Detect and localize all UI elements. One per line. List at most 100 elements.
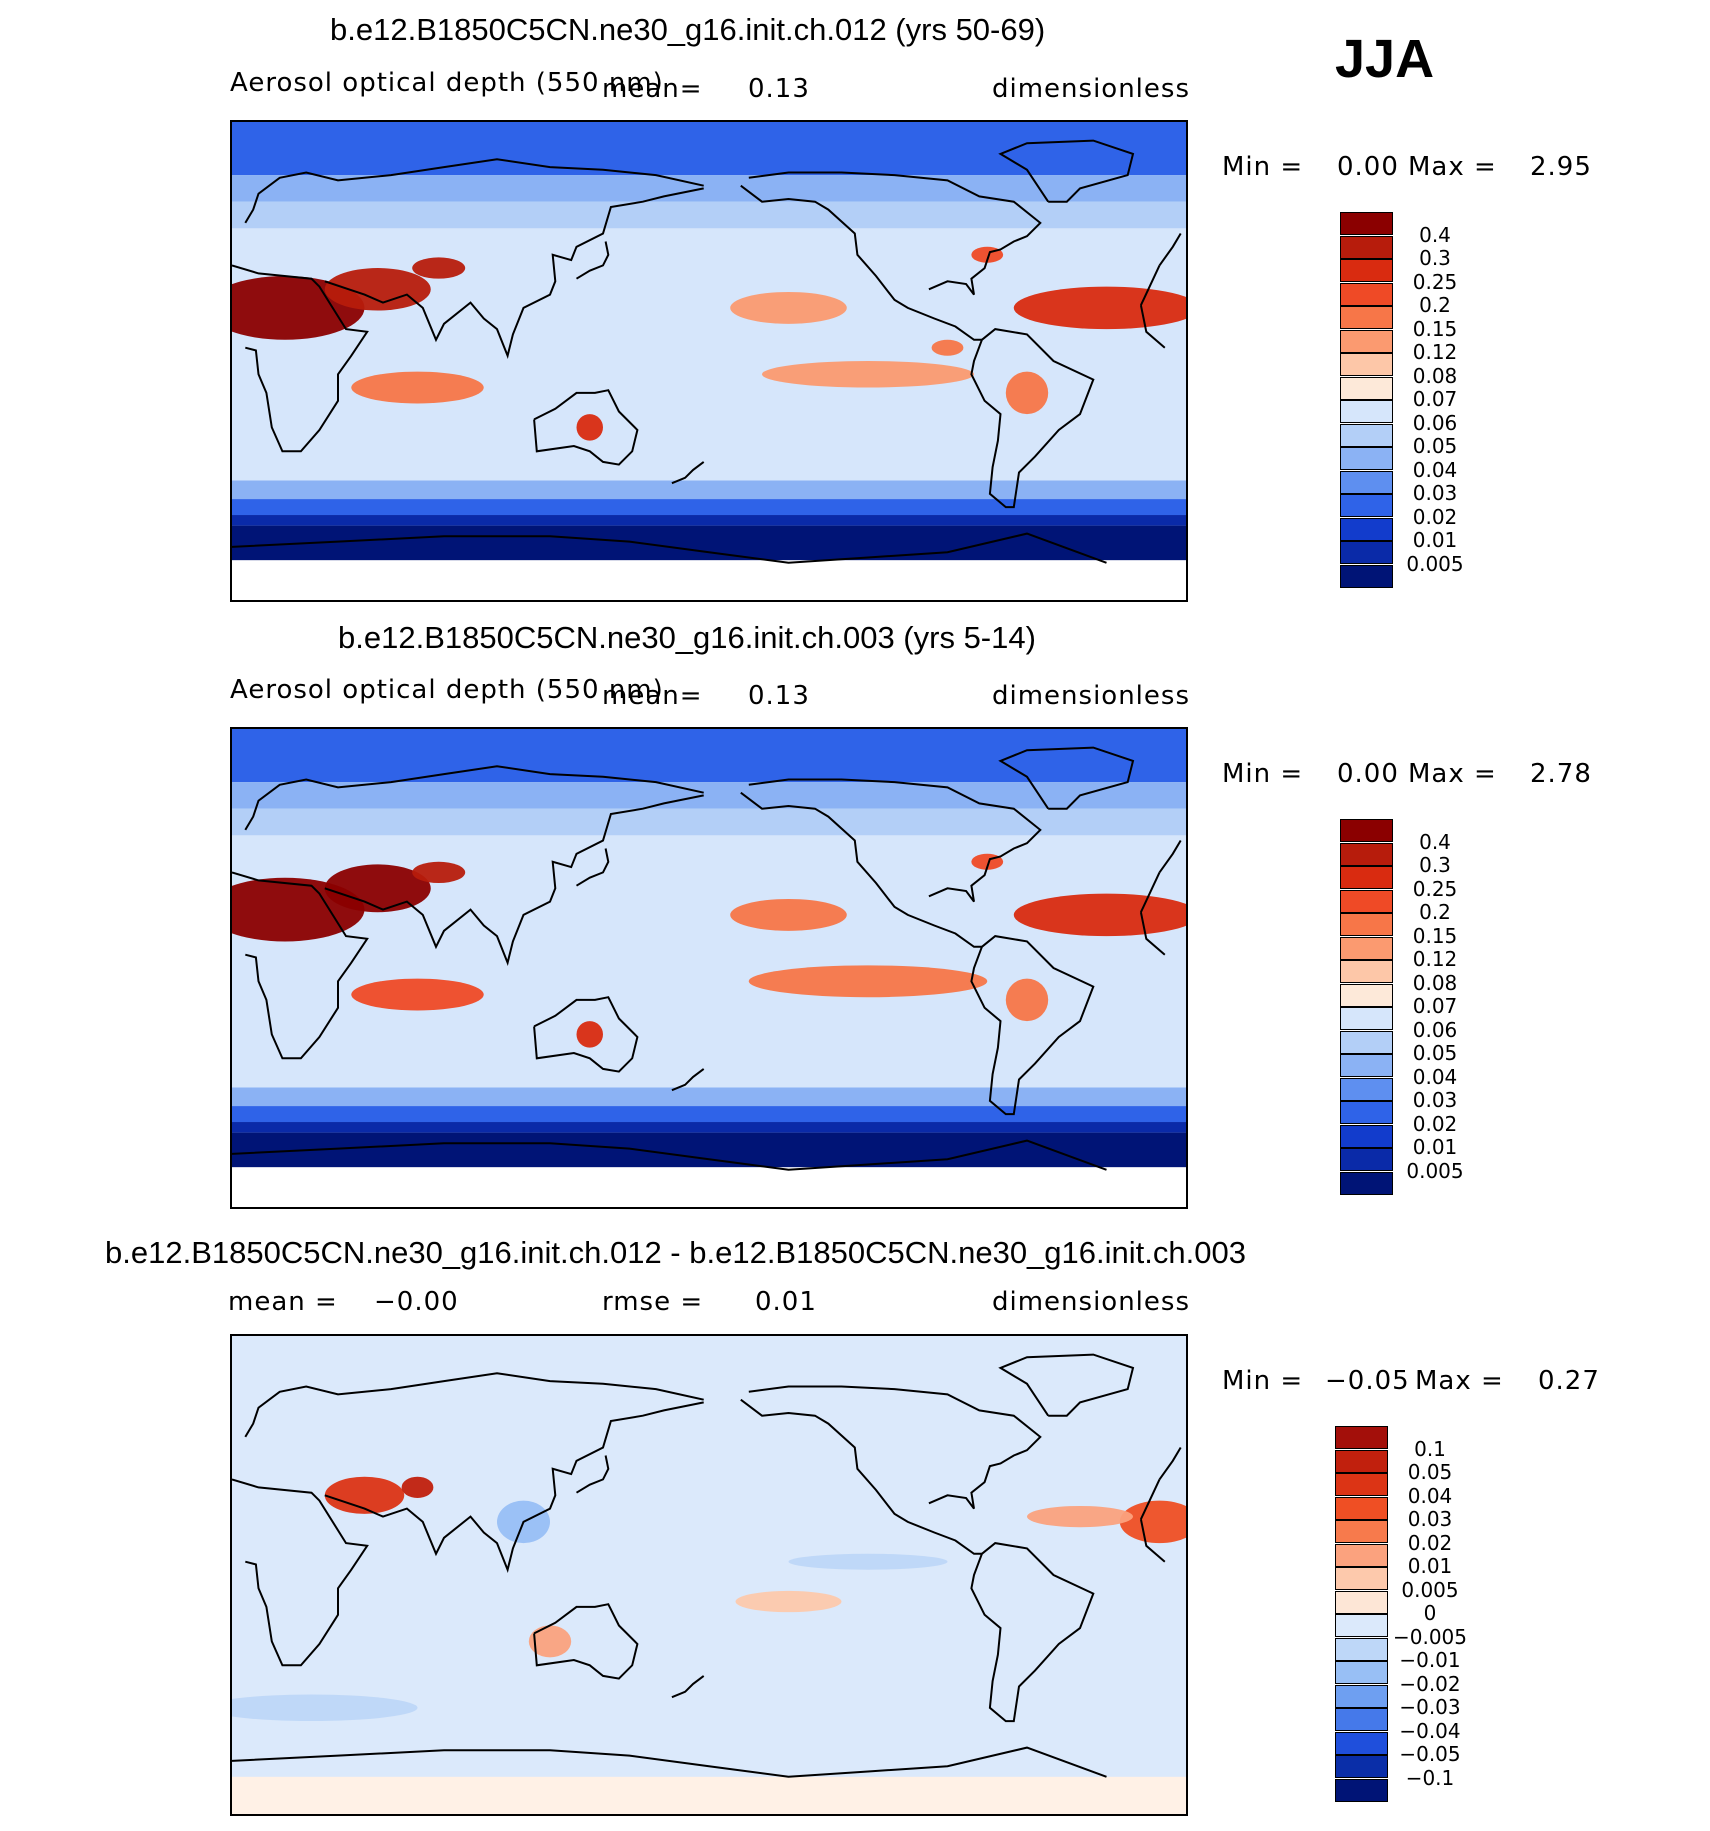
colorbar-swatch xyxy=(1335,1614,1388,1637)
latitude-band xyxy=(232,175,1186,202)
colorbar-label: 0.04 xyxy=(1412,457,1458,482)
colorbar-swatch xyxy=(1335,1590,1388,1614)
colorbar-label: 0.04 xyxy=(1412,1064,1458,1089)
colorbar-swatch xyxy=(1340,1030,1393,1054)
colorbar-label: 0.02 xyxy=(1412,504,1458,529)
aerosol-contour xyxy=(412,861,466,884)
coastline xyxy=(232,1139,1107,1171)
colorbar-swatch xyxy=(1340,423,1393,447)
aerosol-contour xyxy=(324,864,431,913)
colorbar-swatch xyxy=(1340,212,1393,235)
colorbar-label: 0.04 xyxy=(1407,1483,1453,1508)
panel1-units: dimensionless xyxy=(992,74,1190,104)
aerosol-contour xyxy=(730,898,847,931)
colorbar-swatch xyxy=(1340,353,1393,376)
colorbar-swatch xyxy=(1335,1708,1388,1731)
panel3-title: b.e12.B1850C5CN.ne30_g16.init.ch.012 - b… xyxy=(105,1235,1246,1270)
coastline xyxy=(575,1455,610,1494)
panel1-title: b.e12.B1850C5CN.ne30_g16.init.ch.012 (yr… xyxy=(330,12,1046,47)
latitude-band xyxy=(232,201,1186,229)
coastline xyxy=(998,746,1135,810)
coastline xyxy=(748,171,1042,296)
panel3-rmse-value: 0.01 xyxy=(755,1287,817,1317)
colorbar-swatch xyxy=(1335,1520,1388,1543)
aerosol-contour xyxy=(762,361,974,388)
panel1-map xyxy=(230,120,1188,602)
aerosol-contour xyxy=(412,257,466,279)
panel1-min-label: Min = xyxy=(1222,152,1304,182)
colorbar-swatch xyxy=(1340,1101,1393,1124)
colorbar-swatch xyxy=(1340,1077,1393,1101)
colorbar-swatch xyxy=(1335,1684,1388,1708)
coastline xyxy=(740,184,982,341)
colorbar-label: −0.005 xyxy=(1392,1624,1467,1649)
latitude-band xyxy=(232,515,1186,526)
panel1-map-svg xyxy=(232,122,1186,600)
colorbar-label: 0.12 xyxy=(1412,947,1458,971)
panel2-max-value: 2.78 xyxy=(1530,759,1592,789)
colorbar-label: 0.4 xyxy=(1419,829,1451,854)
latitude-band xyxy=(232,122,1186,176)
colorbar-swatch xyxy=(1335,1637,1388,1661)
aerosol-contour xyxy=(232,1694,418,1722)
panel3-rmse-label: rmse = xyxy=(602,1287,704,1317)
colorbar-swatch xyxy=(1340,1054,1393,1077)
coastline xyxy=(533,996,639,1073)
colorbar-label: 0.07 xyxy=(1412,994,1458,1018)
latitude-band xyxy=(232,1106,1186,1123)
aerosol-contour xyxy=(401,1476,434,1498)
panel1-max-label: Max = xyxy=(1408,152,1497,182)
aerosol-contour xyxy=(351,978,484,1011)
panel3-max-value: 0.27 xyxy=(1538,1366,1600,1396)
aerosol-contour xyxy=(1005,978,1049,1022)
colorbar-label: 0.01 xyxy=(1412,1135,1458,1159)
coastline xyxy=(244,158,1182,266)
aerosol-contour xyxy=(730,291,847,324)
aerosol-contour xyxy=(748,965,988,998)
colorbar-label: −0.1 xyxy=(1405,1765,1455,1790)
colorbar-swatch xyxy=(1340,306,1393,329)
latitude-band xyxy=(232,1087,1186,1107)
panel2-min-value: 0.00 xyxy=(1337,759,1399,789)
coastline xyxy=(970,1542,1095,1723)
colorbar-swatch xyxy=(1340,842,1393,866)
colorbar-swatch xyxy=(1340,936,1393,960)
colorbar-swatch xyxy=(1340,1148,1393,1171)
colorbar-label: 0.06 xyxy=(1412,410,1458,435)
coastline xyxy=(244,765,1182,873)
panel3-map xyxy=(230,1334,1188,1816)
colorbar-swatch xyxy=(1340,235,1393,259)
latitude-band xyxy=(232,729,1186,783)
colorbar-label: 0.03 xyxy=(1412,1088,1458,1112)
colorbar-label: −0.01 xyxy=(1399,1648,1461,1672)
coastline xyxy=(970,328,1095,509)
panel2-units: dimensionless xyxy=(992,681,1190,711)
coastline xyxy=(232,532,1107,564)
colorbar-label: 0.005 xyxy=(1401,1577,1459,1602)
coastline xyxy=(232,1478,1166,1667)
map-background xyxy=(232,1336,1186,1814)
panel1-min-value: 0.00 xyxy=(1337,152,1399,182)
panel2-mean-label: mean= xyxy=(602,681,703,711)
colorbar-label: 0.03 xyxy=(1412,481,1458,505)
colorbar-label: 0.3 xyxy=(1419,246,1451,270)
coastline xyxy=(671,1675,705,1699)
colorbar-swatch xyxy=(1340,541,1393,564)
coastline xyxy=(232,264,1166,453)
colorbar-swatch xyxy=(1335,1543,1388,1567)
colorbar-swatch xyxy=(1340,376,1393,400)
colorbar-swatch xyxy=(1340,1007,1393,1030)
colorbar-swatch xyxy=(1335,1567,1388,1590)
colorbar-swatch xyxy=(1340,494,1393,517)
colorbar-label: 0.25 xyxy=(1412,269,1458,294)
colorbar-swatch xyxy=(1340,889,1393,913)
colorbar-swatch xyxy=(1340,470,1393,494)
colorbar-label: 0.4 xyxy=(1419,222,1451,247)
colorbar-swatch xyxy=(1340,1124,1393,1148)
panel1-mean-value: 0.13 xyxy=(748,74,810,104)
panel1-max-value: 2.95 xyxy=(1530,152,1592,182)
aerosol-contour xyxy=(931,339,964,356)
latitude-band xyxy=(232,499,1186,516)
aerosol-contour xyxy=(324,1476,405,1514)
aerosol-contour xyxy=(351,371,484,404)
